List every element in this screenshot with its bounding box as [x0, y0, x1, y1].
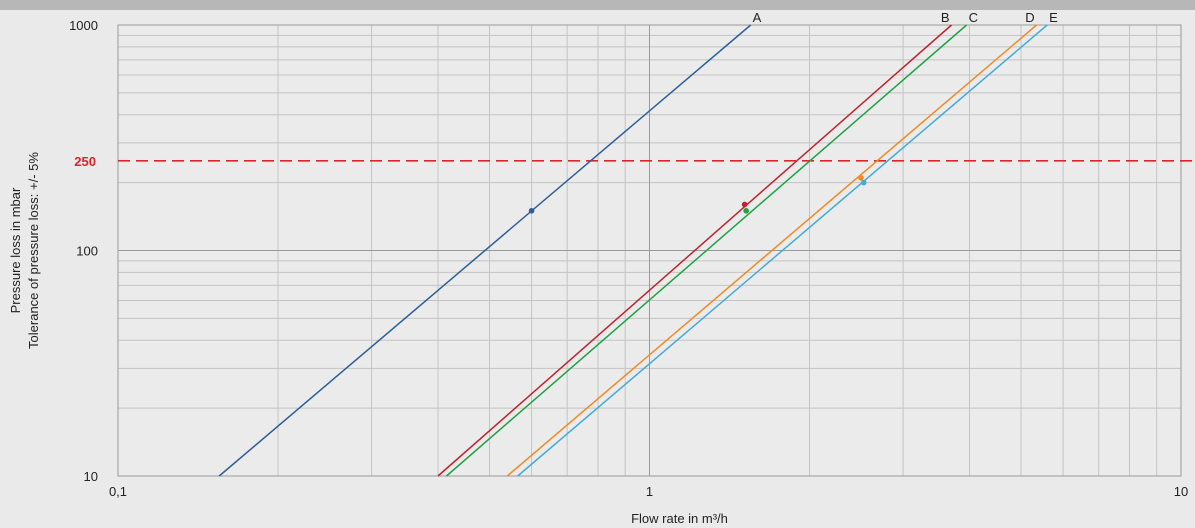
x-tick-labels: 0,1 1 10: [109, 484, 1188, 499]
series-label-a: A: [753, 10, 762, 25]
y-tick-label: 1000: [69, 18, 98, 33]
series-label-b: B: [941, 10, 950, 25]
x-tick-label: 10: [1174, 484, 1188, 499]
series-line-e: [517, 24, 1048, 477]
x-tick-label: 0,1: [109, 484, 127, 499]
series-marker-e: [860, 179, 867, 186]
series-marker-a: [528, 207, 535, 214]
grid-major: [117, 24, 1182, 477]
series-line-b: [437, 24, 952, 477]
series-marker-d: [858, 175, 864, 181]
series-label-c: C: [969, 10, 978, 25]
series-marker-b: [741, 201, 748, 208]
y-tick-label: 10: [84, 469, 98, 484]
y-tick-labels: 10 100 1000: [69, 18, 98, 484]
y-axis-label: Pressure loss in mbar: [8, 187, 23, 313]
series-line-d: [506, 24, 1038, 477]
y-axis-label-tolerance: Tolerance of pressure loss: +/- 5%: [26, 152, 41, 349]
series-line-a: [218, 24, 752, 477]
reference-label: 250: [74, 154, 96, 169]
series-line-c: [446, 24, 968, 477]
reference-layer: 250: [74, 154, 1195, 169]
series-marker-c: [743, 207, 749, 214]
series-label-e: E: [1049, 10, 1058, 25]
series-label-d: D: [1025, 10, 1034, 25]
x-tick-label: 1: [646, 484, 653, 499]
x-axis-label: Flow rate in m³/h: [631, 511, 728, 526]
top-bar: [0, 0, 1195, 10]
y-tick-label: 100: [76, 244, 98, 259]
